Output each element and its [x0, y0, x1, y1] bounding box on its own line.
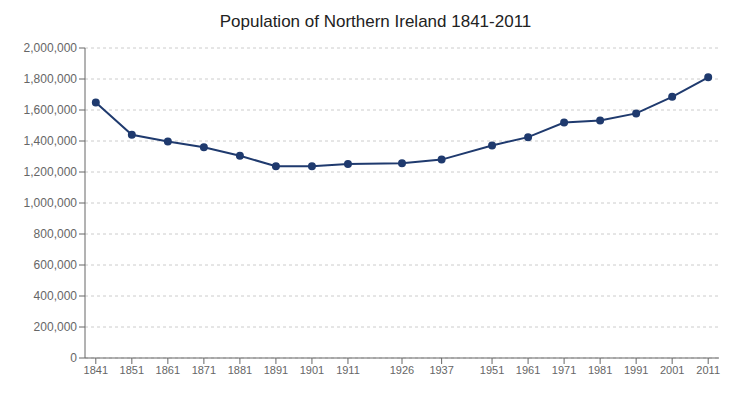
svg-text:1961: 1961	[516, 364, 540, 376]
svg-text:1951: 1951	[480, 364, 504, 376]
svg-text:1926: 1926	[390, 364, 414, 376]
svg-text:600,000: 600,000	[34, 258, 78, 272]
svg-text:1911: 1911	[336, 364, 360, 376]
svg-text:1981: 1981	[588, 364, 612, 376]
svg-text:1891: 1891	[264, 364, 288, 376]
svg-text:1,600,000: 1,600,000	[24, 103, 78, 117]
svg-text:1,200,000: 1,200,000	[24, 165, 78, 179]
svg-text:1991: 1991	[624, 364, 648, 376]
svg-text:1861: 1861	[156, 364, 180, 376]
svg-text:1871: 1871	[192, 364, 216, 376]
svg-text:2,000,000: 2,000,000	[24, 41, 78, 55]
svg-text:2001: 2001	[660, 364, 684, 376]
svg-text:1841: 1841	[84, 364, 108, 376]
svg-text:0: 0	[70, 351, 77, 365]
svg-text:400,000: 400,000	[34, 289, 78, 303]
svg-text:1937: 1937	[429, 364, 453, 376]
html-text:Population of Northern Ireland: Population of Northern Ireland 1841-2011	[219, 12, 532, 31]
svg-text:1881: 1881	[228, 364, 252, 376]
svg-text:1851: 1851	[120, 364, 144, 376]
svg-text:2011: 2011	[696, 364, 720, 376]
svg-text:1971: 1971	[552, 364, 576, 376]
svg-text:800,000: 800,000	[34, 227, 78, 241]
svg-text:1,400,000: 1,400,000	[24, 134, 78, 148]
svg-text:1,800,000: 1,800,000	[24, 72, 78, 86]
svg-text:1901: 1901	[300, 364, 324, 376]
svg-text:200,000: 200,000	[34, 320, 78, 334]
svg-text:1,000,000: 1,000,000	[24, 196, 78, 210]
